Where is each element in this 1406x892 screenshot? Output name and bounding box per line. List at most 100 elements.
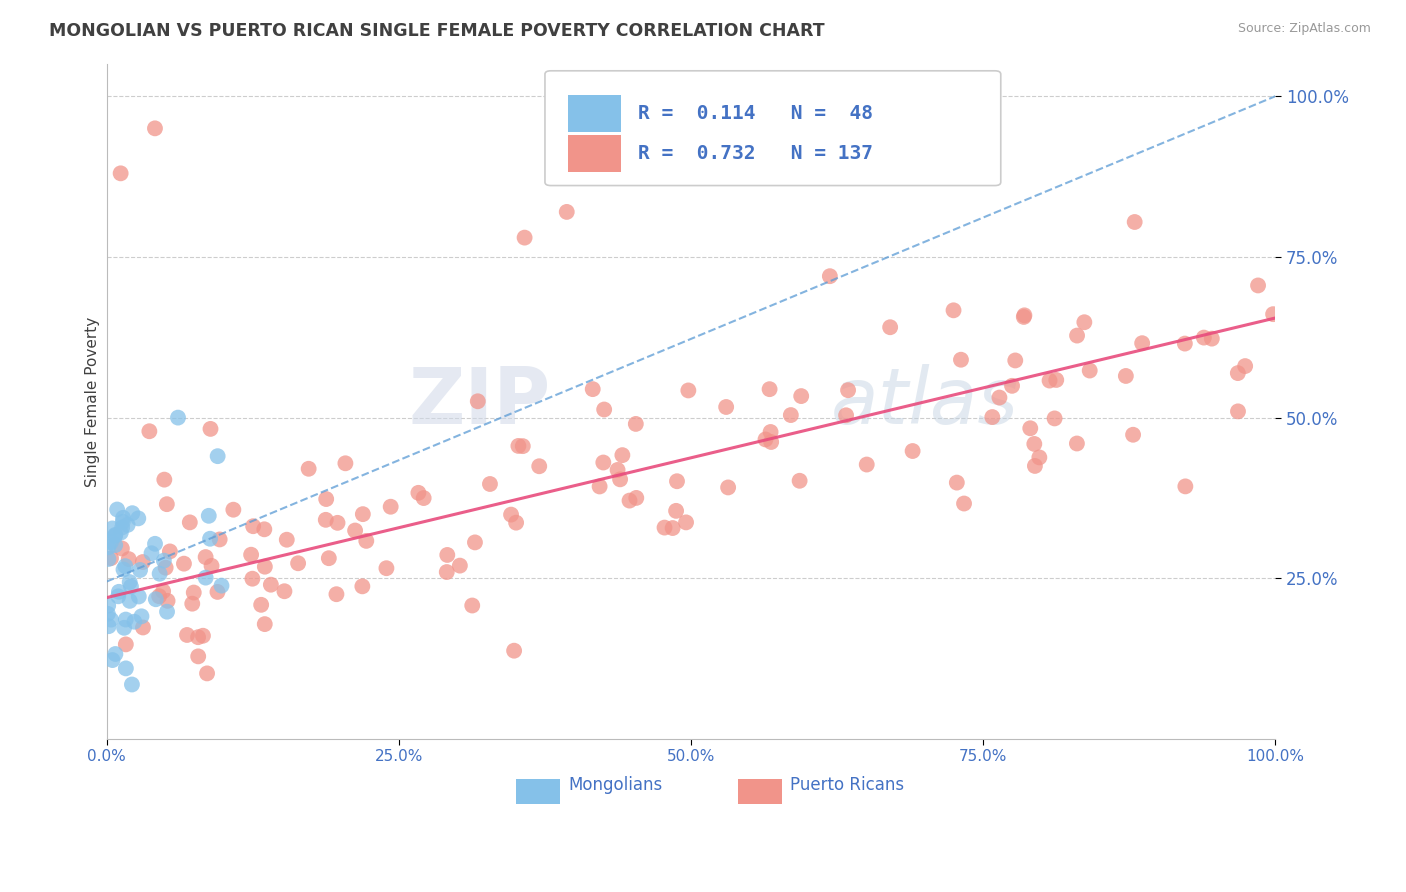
Point	[1043, 411, 1066, 425]
Point	[1115, 368, 1137, 383]
Point	[148, 589, 170, 603]
Point	[654, 520, 676, 534]
Point	[121, 677, 143, 691]
Point	[104, 529, 127, 543]
Point	[1123, 215, 1146, 229]
Point	[181, 597, 204, 611]
Point	[818, 269, 841, 284]
Point	[97, 599, 120, 613]
Point	[592, 456, 614, 470]
Point	[260, 577, 283, 591]
Point	[835, 409, 858, 423]
Point	[344, 524, 367, 538]
Text: R =  0.732   N = 137: R = 0.732 N = 137	[638, 145, 873, 163]
Point	[759, 425, 782, 439]
Point	[207, 585, 229, 599]
Point	[408, 485, 430, 500]
Point	[754, 433, 776, 447]
Point	[356, 533, 378, 548]
Point	[1073, 315, 1095, 329]
Point	[1174, 479, 1197, 493]
Point	[380, 500, 402, 514]
FancyBboxPatch shape	[568, 95, 621, 132]
Point	[665, 504, 688, 518]
Text: Puerto Ricans: Puerto Ricans	[790, 776, 904, 794]
Point	[97, 552, 120, 566]
Point	[315, 491, 337, 506]
Point	[104, 647, 127, 661]
Y-axis label: Single Female Poverty: Single Female Poverty	[86, 317, 100, 487]
Point	[436, 565, 458, 579]
Point	[111, 515, 134, 529]
Point	[121, 506, 143, 520]
Point	[1001, 379, 1024, 393]
Point	[505, 516, 527, 530]
Point	[499, 508, 522, 522]
Point	[582, 382, 605, 396]
Point	[176, 628, 198, 642]
Point	[529, 459, 551, 474]
Point	[375, 561, 398, 575]
Point	[207, 449, 229, 463]
Point	[1234, 359, 1257, 373]
Point	[325, 587, 347, 601]
Point	[790, 389, 813, 403]
Point	[127, 511, 149, 525]
Point	[97, 607, 120, 621]
Point	[198, 532, 221, 546]
Point	[114, 637, 136, 651]
Point	[100, 613, 122, 627]
Point	[1014, 309, 1036, 323]
Point	[118, 552, 141, 566]
Point	[626, 491, 648, 505]
Point	[242, 572, 264, 586]
Point	[714, 400, 737, 414]
Point	[555, 205, 578, 219]
Point	[152, 584, 174, 599]
Point	[97, 540, 120, 554]
Point	[112, 511, 135, 525]
Point	[222, 502, 245, 516]
Point	[108, 584, 131, 599]
Point	[461, 599, 484, 613]
Point	[318, 551, 340, 566]
Point	[949, 352, 972, 367]
Point	[619, 493, 641, 508]
Point	[1247, 278, 1270, 293]
Point	[194, 550, 217, 565]
Point	[250, 598, 273, 612]
Point	[717, 480, 740, 494]
Point	[156, 594, 179, 608]
Point	[112, 562, 135, 576]
Point	[194, 571, 217, 585]
FancyBboxPatch shape	[568, 136, 621, 172]
Point	[609, 472, 631, 486]
FancyBboxPatch shape	[516, 779, 560, 805]
Point	[124, 615, 146, 629]
Point	[666, 474, 689, 488]
Point	[1028, 450, 1050, 465]
Point	[114, 613, 136, 627]
Point	[128, 590, 150, 604]
Point	[187, 649, 209, 664]
Point	[240, 548, 263, 562]
Point	[110, 166, 132, 180]
Point	[131, 609, 153, 624]
Point	[449, 558, 471, 573]
Text: Mongolians: Mongolians	[568, 776, 662, 794]
Point	[478, 477, 501, 491]
Point	[1122, 427, 1144, 442]
Text: atlas: atlas	[831, 364, 1019, 440]
Point	[114, 559, 136, 574]
Point	[1174, 336, 1197, 351]
Point	[1066, 328, 1088, 343]
Point	[197, 508, 219, 523]
Point	[129, 563, 152, 577]
Point	[242, 519, 264, 533]
Point	[155, 560, 177, 574]
Point	[508, 439, 530, 453]
Point	[1227, 404, 1250, 418]
Point	[287, 556, 309, 570]
Text: ZIP: ZIP	[409, 364, 551, 440]
Point	[167, 410, 190, 425]
